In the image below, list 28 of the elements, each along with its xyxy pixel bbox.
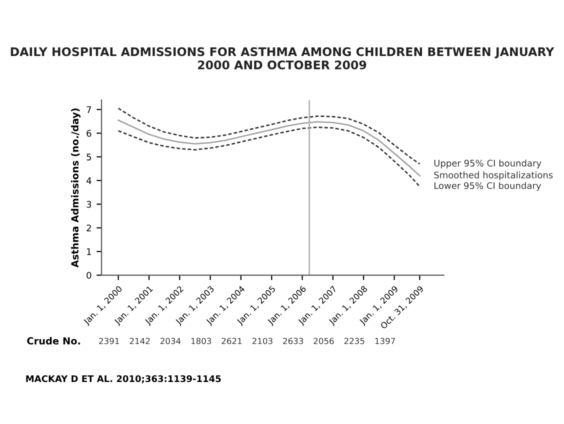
y-tick-label: 2: [86, 224, 91, 232]
series-label: Lower 95% CI boundary: [434, 182, 542, 191]
y-tick-label: 7: [86, 106, 92, 113]
y-tick-label: 3: [86, 200, 92, 208]
y-tick-label: 1: [87, 248, 91, 255]
y-tick-label: 4: [86, 177, 92, 184]
text: 2142: [130, 338, 150, 344]
line-series: [118, 119, 420, 176]
text: 2103: [252, 338, 272, 344]
text: Crude No.: [27, 337, 80, 345]
y-tick-label: 5: [86, 154, 92, 160]
series-label: Smoothed hospitalizations: [434, 171, 553, 180]
text: 2034: [160, 338, 181, 344]
text: 2056: [314, 338, 334, 344]
series-label: Upper 95% CI boundary: [434, 160, 542, 168]
line-series: [118, 126, 420, 188]
text: 2621: [222, 338, 242, 344]
y-tick-label: 6: [86, 130, 92, 137]
text: 2235: [344, 338, 364, 344]
y-axis-title: Asthma Admissions (no./day): [71, 108, 80, 268]
text: 1803: [191, 338, 212, 344]
text: 2391: [99, 338, 119, 344]
text: 1397: [375, 338, 395, 344]
text: MACKAY D ET AL. 2010;363:1139-1145: [26, 375, 221, 384]
chart-title: DAILY HOSPITAL ADMISSIONS FOR ASTHMA AMONG CHILDREN BETWEEN JANUARY 2000 AND OCTOBER 2009: [10, 47, 554, 70]
text: 2633: [283, 338, 304, 344]
line-series: [118, 108, 420, 165]
y-tick-label: 0: [86, 272, 92, 279]
